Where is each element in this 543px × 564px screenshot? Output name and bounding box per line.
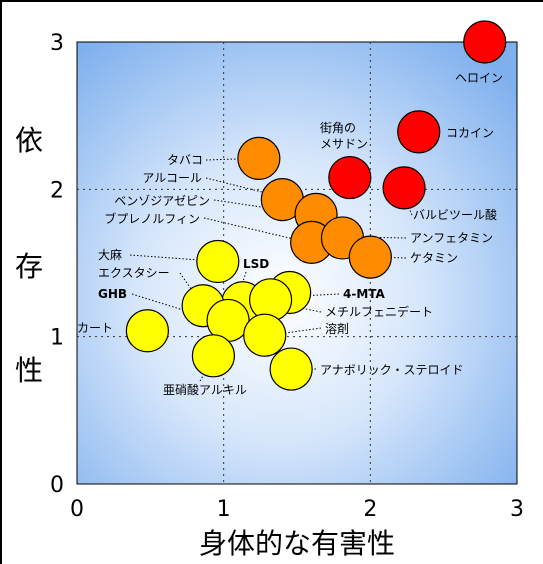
- point-label: GHB: [98, 287, 127, 301]
- tick-labels: 0 1 2 3 0 1 2 3: [50, 31, 524, 522]
- y-tick-label: 0: [50, 473, 64, 498]
- point-label: カート: [77, 321, 113, 335]
- point-label: ブプレノルフィン: [104, 211, 200, 226]
- point-label: アナボリック・ステロイド: [320, 363, 464, 377]
- point-label: 溶剤: [325, 321, 349, 336]
- point-label: ヘロイン: [455, 71, 503, 85]
- point-label: アルコール: [142, 171, 202, 185]
- leader-line: [205, 177, 271, 195]
- y-axis-title-char-3: 性: [15, 354, 43, 387]
- point-label: タバコ: [167, 153, 203, 167]
- point-label: 街角の: [320, 121, 356, 135]
- x-tick-label: 2: [363, 497, 377, 522]
- x-tick-label: 0: [70, 497, 84, 522]
- data-point: [196, 239, 240, 284]
- data-point: [348, 235, 392, 279]
- data-point: [328, 155, 372, 200]
- x-tick-label: 3: [510, 497, 524, 522]
- data-points: [125, 20, 507, 391]
- point-label: バルビツール酸: [413, 207, 497, 222]
- data-point: [191, 334, 235, 378]
- y-axis-title-char-1: 依: [15, 124, 43, 157]
- data-point: [397, 110, 441, 154]
- leader-line: [131, 293, 216, 321]
- leader-line: [237, 271, 247, 299]
- y-tick-label: 2: [50, 178, 64, 203]
- leader-line: [264, 327, 322, 337]
- data-point: [237, 136, 281, 180]
- data-point: [382, 166, 426, 210]
- plot-area: [76, 41, 518, 485]
- y-tick-label: 1: [50, 326, 64, 351]
- point-label: メチルフェニデート: [325, 304, 433, 319]
- x-axis-title: 身体的な有害性: [199, 527, 395, 560]
- point-label: コカイン: [446, 126, 494, 140]
- point-label: メサドン: [320, 137, 368, 151]
- leader-line: [205, 158, 237, 161]
- point-label: 亜硝酸アルキル: [163, 382, 247, 397]
- point-label: ケタミン: [410, 251, 458, 265]
- data-point: [463, 20, 507, 64]
- axis-titles: 身体的な有害性 依 存 性: [15, 124, 395, 560]
- point-label: 4-MTA: [343, 287, 386, 301]
- data-point: [243, 313, 287, 357]
- y-axis-title-char-2: 存: [15, 250, 43, 283]
- point-label: LSD: [243, 257, 269, 271]
- data-point: [269, 347, 313, 391]
- point-label: 大麻: [98, 247, 122, 262]
- data-point: [125, 309, 169, 353]
- y-tick-label: 3: [50, 31, 64, 56]
- x-tick-label: 1: [217, 497, 231, 522]
- point-label: ベンゾジアゼピン: [114, 194, 210, 208]
- point-label: アンフェタミン: [410, 231, 493, 245]
- point-label: エクスタシー: [98, 266, 170, 280]
